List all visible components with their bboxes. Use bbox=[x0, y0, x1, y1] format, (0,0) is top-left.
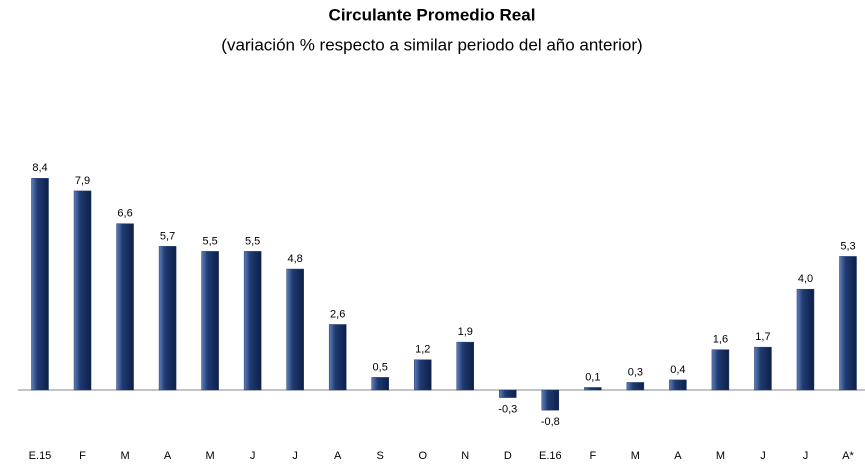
value-label: 5,5 bbox=[245, 235, 260, 247]
x-tick-label: F bbox=[589, 450, 596, 462]
bar bbox=[201, 251, 219, 391]
value-label: 5,5 bbox=[202, 235, 217, 247]
value-label: 4,8 bbox=[288, 253, 303, 265]
value-label: 0,1 bbox=[585, 371, 600, 383]
value-label: 0,4 bbox=[670, 364, 685, 376]
bar bbox=[796, 288, 815, 391]
bar bbox=[116, 223, 134, 391]
bar bbox=[413, 359, 432, 391]
bar bbox=[669, 379, 687, 391]
x-tick-label: J bbox=[760, 450, 766, 462]
bar bbox=[456, 341, 475, 391]
value-label: 8,4 bbox=[32, 162, 47, 174]
chart-subtitle: (variación % respecto a similar periodo … bbox=[221, 35, 642, 54]
x-tick-label: E.16 bbox=[539, 450, 562, 462]
x-tick-label: F bbox=[79, 450, 86, 462]
value-label: 2,6 bbox=[330, 308, 345, 320]
value-label: 4,0 bbox=[798, 273, 813, 285]
bar bbox=[73, 190, 92, 391]
value-label: 7,9 bbox=[75, 175, 90, 187]
value-label: 1,7 bbox=[755, 331, 770, 343]
x-tick-label: N bbox=[461, 450, 469, 462]
value-label: 6,6 bbox=[117, 208, 132, 220]
value-label: -0,3 bbox=[498, 403, 517, 415]
x-tick-label: A bbox=[674, 450, 682, 462]
bar bbox=[158, 246, 177, 391]
x-tick-label: O bbox=[418, 450, 427, 462]
x-tick-label: M bbox=[716, 450, 725, 462]
x-tick-label: A* bbox=[842, 450, 854, 462]
bar bbox=[31, 178, 49, 391]
x-tick-label: D bbox=[504, 450, 512, 462]
x-tick-label: J bbox=[250, 450, 256, 462]
bar bbox=[499, 389, 517, 398]
value-label: 5,7 bbox=[160, 230, 175, 242]
x-tick-label: M bbox=[206, 450, 215, 462]
bar bbox=[541, 389, 560, 411]
value-label: 1,2 bbox=[415, 344, 430, 356]
bar bbox=[243, 251, 262, 391]
value-label: 1,6 bbox=[713, 334, 728, 346]
x-tick-label: J bbox=[803, 450, 809, 462]
bar bbox=[711, 349, 730, 391]
bar bbox=[584, 387, 602, 391]
value-label: -0,8 bbox=[541, 416, 560, 428]
x-tick-label: M bbox=[631, 450, 640, 462]
bar bbox=[328, 324, 347, 391]
x-tick-label: J bbox=[292, 450, 298, 462]
x-tick-label: A bbox=[164, 450, 172, 462]
bar bbox=[371, 377, 389, 391]
x-tick-label: S bbox=[377, 450, 384, 462]
x-tick-label: M bbox=[120, 450, 129, 462]
bar bbox=[839, 256, 857, 391]
value-label: 5,3 bbox=[840, 240, 855, 252]
bar bbox=[754, 346, 772, 391]
x-tick-label: E.15 bbox=[29, 450, 52, 462]
bar bbox=[626, 382, 645, 391]
chart-title: Circulante Promedio Real bbox=[329, 5, 536, 24]
value-label: 0,3 bbox=[628, 366, 643, 378]
bar bbox=[286, 268, 304, 391]
value-label: 0,5 bbox=[373, 361, 388, 373]
x-tick-label: A bbox=[334, 450, 342, 462]
value-label: 1,9 bbox=[458, 326, 473, 338]
